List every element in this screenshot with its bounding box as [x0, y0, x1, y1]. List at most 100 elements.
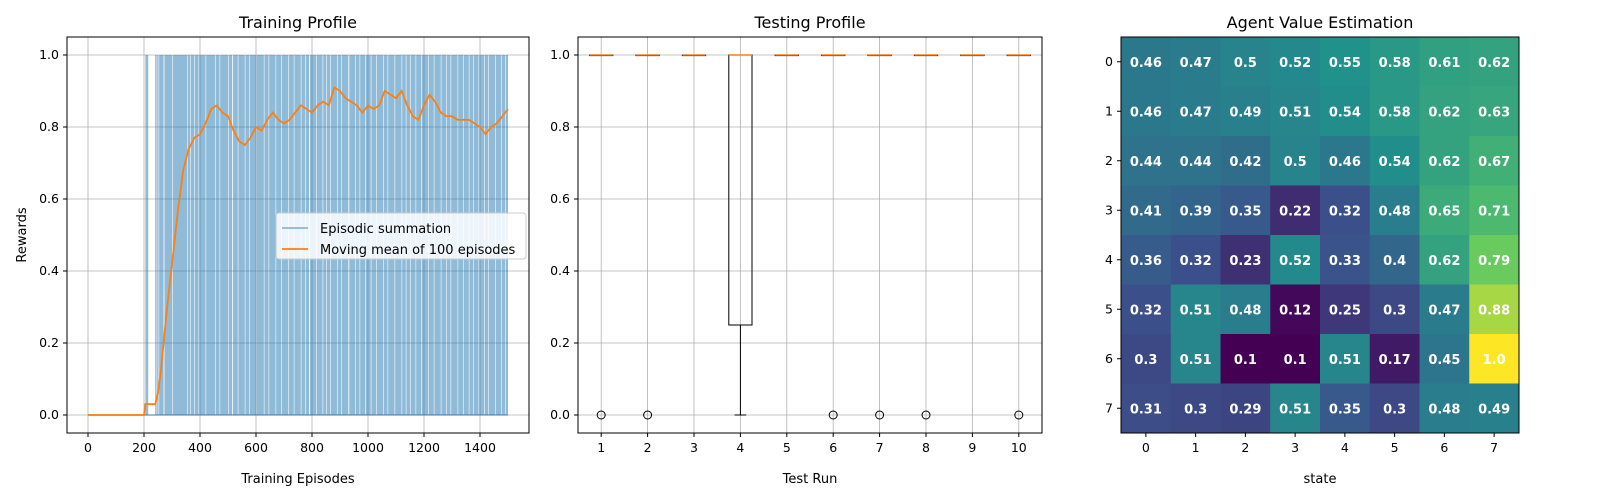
heatmap-cell	[1419, 383, 1470, 434]
heatmap-x-tick-label: 2	[1241, 440, 1249, 455]
outlier-run-1	[596, 410, 606, 420]
heatmap-cell	[1369, 284, 1420, 335]
testing-x-axis-label: Test Run	[782, 472, 838, 487]
heatmap-cell	[1220, 383, 1271, 434]
episodic-success-block	[187, 55, 191, 415]
heatmap-cell	[1469, 185, 1520, 236]
heatmap-cell-label: 0.1	[1284, 353, 1307, 368]
heatmap-cell	[1369, 383, 1420, 434]
testing-x-ticks: 1 2 3 4 5 6 7 8 9 10	[597, 433, 1027, 455]
heatmap-cell-label: 0.3	[1184, 402, 1207, 417]
heatmap-cell-label: 0.23	[1229, 254, 1261, 269]
heatmap-cell-label: 0.51	[1279, 105, 1311, 120]
heatmap-cell	[1121, 334, 1172, 384]
heatmap-frame	[1120, 36, 1520, 434]
heatmap-y-tick-label: 5	[1105, 301, 1113, 316]
heatmap-cell	[1469, 284, 1520, 335]
episodic-success-block	[215, 55, 220, 415]
heatmap-cell-label: 0.35	[1229, 204, 1261, 219]
heatmap-x-tick-label: 5	[1391, 440, 1399, 455]
heatmap-y-tick-label: 2	[1105, 153, 1113, 168]
training-x-tick-label: 0	[84, 440, 92, 455]
heatmap-cell	[1220, 334, 1271, 384]
heatmap-cell-label: 0.31	[1130, 402, 1162, 417]
heatmap-cell-label: 0.49	[1229, 105, 1261, 120]
heatmap-cell-label: 0.49	[1478, 402, 1510, 417]
episodic-success-block	[264, 55, 269, 415]
testing-axes-frame	[577, 36, 1043, 434]
heatmap-cell	[1170, 383, 1221, 434]
heatmap-cell	[1469, 86, 1520, 137]
heatmap-cell-label: 0.1	[1234, 353, 1257, 368]
heatmap-cell-label: 0.3	[1383, 303, 1406, 318]
heatmap-cell-label: 0.32	[1130, 303, 1162, 318]
episodic-success-block	[155, 55, 157, 415]
heatmap-cell-label: 0.48	[1379, 204, 1411, 219]
heatmap-cell	[1270, 185, 1321, 236]
testing-y-tick-label: 0.2	[550, 335, 570, 350]
heatmap-cell-label: 0.3	[1134, 353, 1157, 368]
heatmap-cell	[1320, 37, 1371, 87]
heatmap-cell-label: 0.32	[1180, 254, 1212, 269]
heatmap-x-axis-label: state	[1304, 472, 1337, 487]
training-x-tick-label: 400	[188, 440, 212, 455]
testing-x-tick-label: 9	[968, 440, 976, 455]
heatmap-cell	[1419, 334, 1470, 384]
testing-x-tick-label: 1	[597, 440, 605, 455]
episodic-success-block	[145, 55, 149, 415]
training-profile-title: Training Profile	[238, 13, 357, 32]
heatmap-cell	[1469, 136, 1520, 186]
heatmap-cell	[1270, 383, 1321, 434]
legend-label-moving-mean: Moving mean of 100 episodes	[320, 243, 516, 258]
heatmap-cell-label: 0.58	[1379, 105, 1411, 120]
training-x-tick-label: 800	[300, 440, 324, 455]
heatmap-cell-label: 0.62	[1428, 105, 1460, 120]
heatmap-cell-label: 0.33	[1329, 254, 1361, 269]
heatmap-cell-label: 0.55	[1329, 56, 1361, 71]
heatmap-cell	[1121, 235, 1172, 285]
heatmap-cell-label: 0.46	[1329, 155, 1361, 170]
outlier-run-2	[643, 410, 653, 420]
heatmap-cell-label: 0.52	[1279, 56, 1311, 71]
heatmap-cell	[1270, 284, 1321, 335]
heatmap-cell-label: 0.35	[1329, 402, 1361, 417]
heatmap-cell-label: 0.54	[1379, 155, 1411, 170]
heatmap-cell-label: 0.51	[1329, 353, 1361, 368]
training-y-tick-label: 0.2	[39, 335, 59, 350]
testing-y-ticks: 0.0 0.2 0.4 0.6 0.8 1.0	[550, 47, 578, 422]
heatmap-cell	[1270, 136, 1321, 186]
heatmap-cell-label: 0.32	[1329, 204, 1361, 219]
heatmap-cell	[1469, 383, 1520, 434]
episodic-success-block	[190, 55, 195, 415]
heatmap-cell	[1270, 334, 1321, 384]
heatmap-cell	[1170, 284, 1221, 335]
outlier-run-6	[828, 410, 838, 420]
heatmap-cell	[1369, 37, 1420, 87]
heatmap-cell-label: 0.54	[1329, 105, 1361, 120]
heatmap-cell	[1369, 136, 1420, 186]
heatmap-cell-label: 0.4	[1383, 254, 1406, 269]
training-legend: Episodic summation Moving mean of 100 ep…	[275, 212, 527, 260]
heatmap-cell	[1369, 86, 1420, 137]
training-x-axis-label: Training Episodes	[240, 472, 354, 487]
training-y-tick-label: 0.0	[39, 407, 59, 422]
episodic-success-block	[220, 55, 228, 415]
training-y-ticks: 0.0 0.2 0.4 0.6 0.8 1.0	[39, 47, 67, 422]
heatmap-cell	[1170, 235, 1221, 285]
heatmap-cell	[1270, 235, 1321, 285]
outlier-run-10	[1014, 410, 1024, 420]
heatmap-cell-label: 0.25	[1329, 303, 1361, 318]
heatmap-cell-label: 0.41	[1130, 204, 1162, 219]
heatmap-cell	[1419, 136, 1470, 186]
heatmap-cell-label: 0.12	[1279, 303, 1311, 318]
heatmap-y-tick-label: 1	[1105, 103, 1113, 118]
heatmap-cell	[1270, 86, 1321, 137]
heatmap-cell	[1320, 185, 1371, 236]
training-x-tick-label: 200	[132, 440, 156, 455]
episodic-success-block	[256, 55, 264, 415]
heatmap-cell	[1320, 86, 1371, 137]
testing-x-tick-label: 10	[1011, 440, 1027, 455]
heatmap-cell	[1220, 185, 1271, 236]
heatmap-cell	[1320, 235, 1371, 285]
testing-x-tick-label: 5	[783, 440, 791, 455]
